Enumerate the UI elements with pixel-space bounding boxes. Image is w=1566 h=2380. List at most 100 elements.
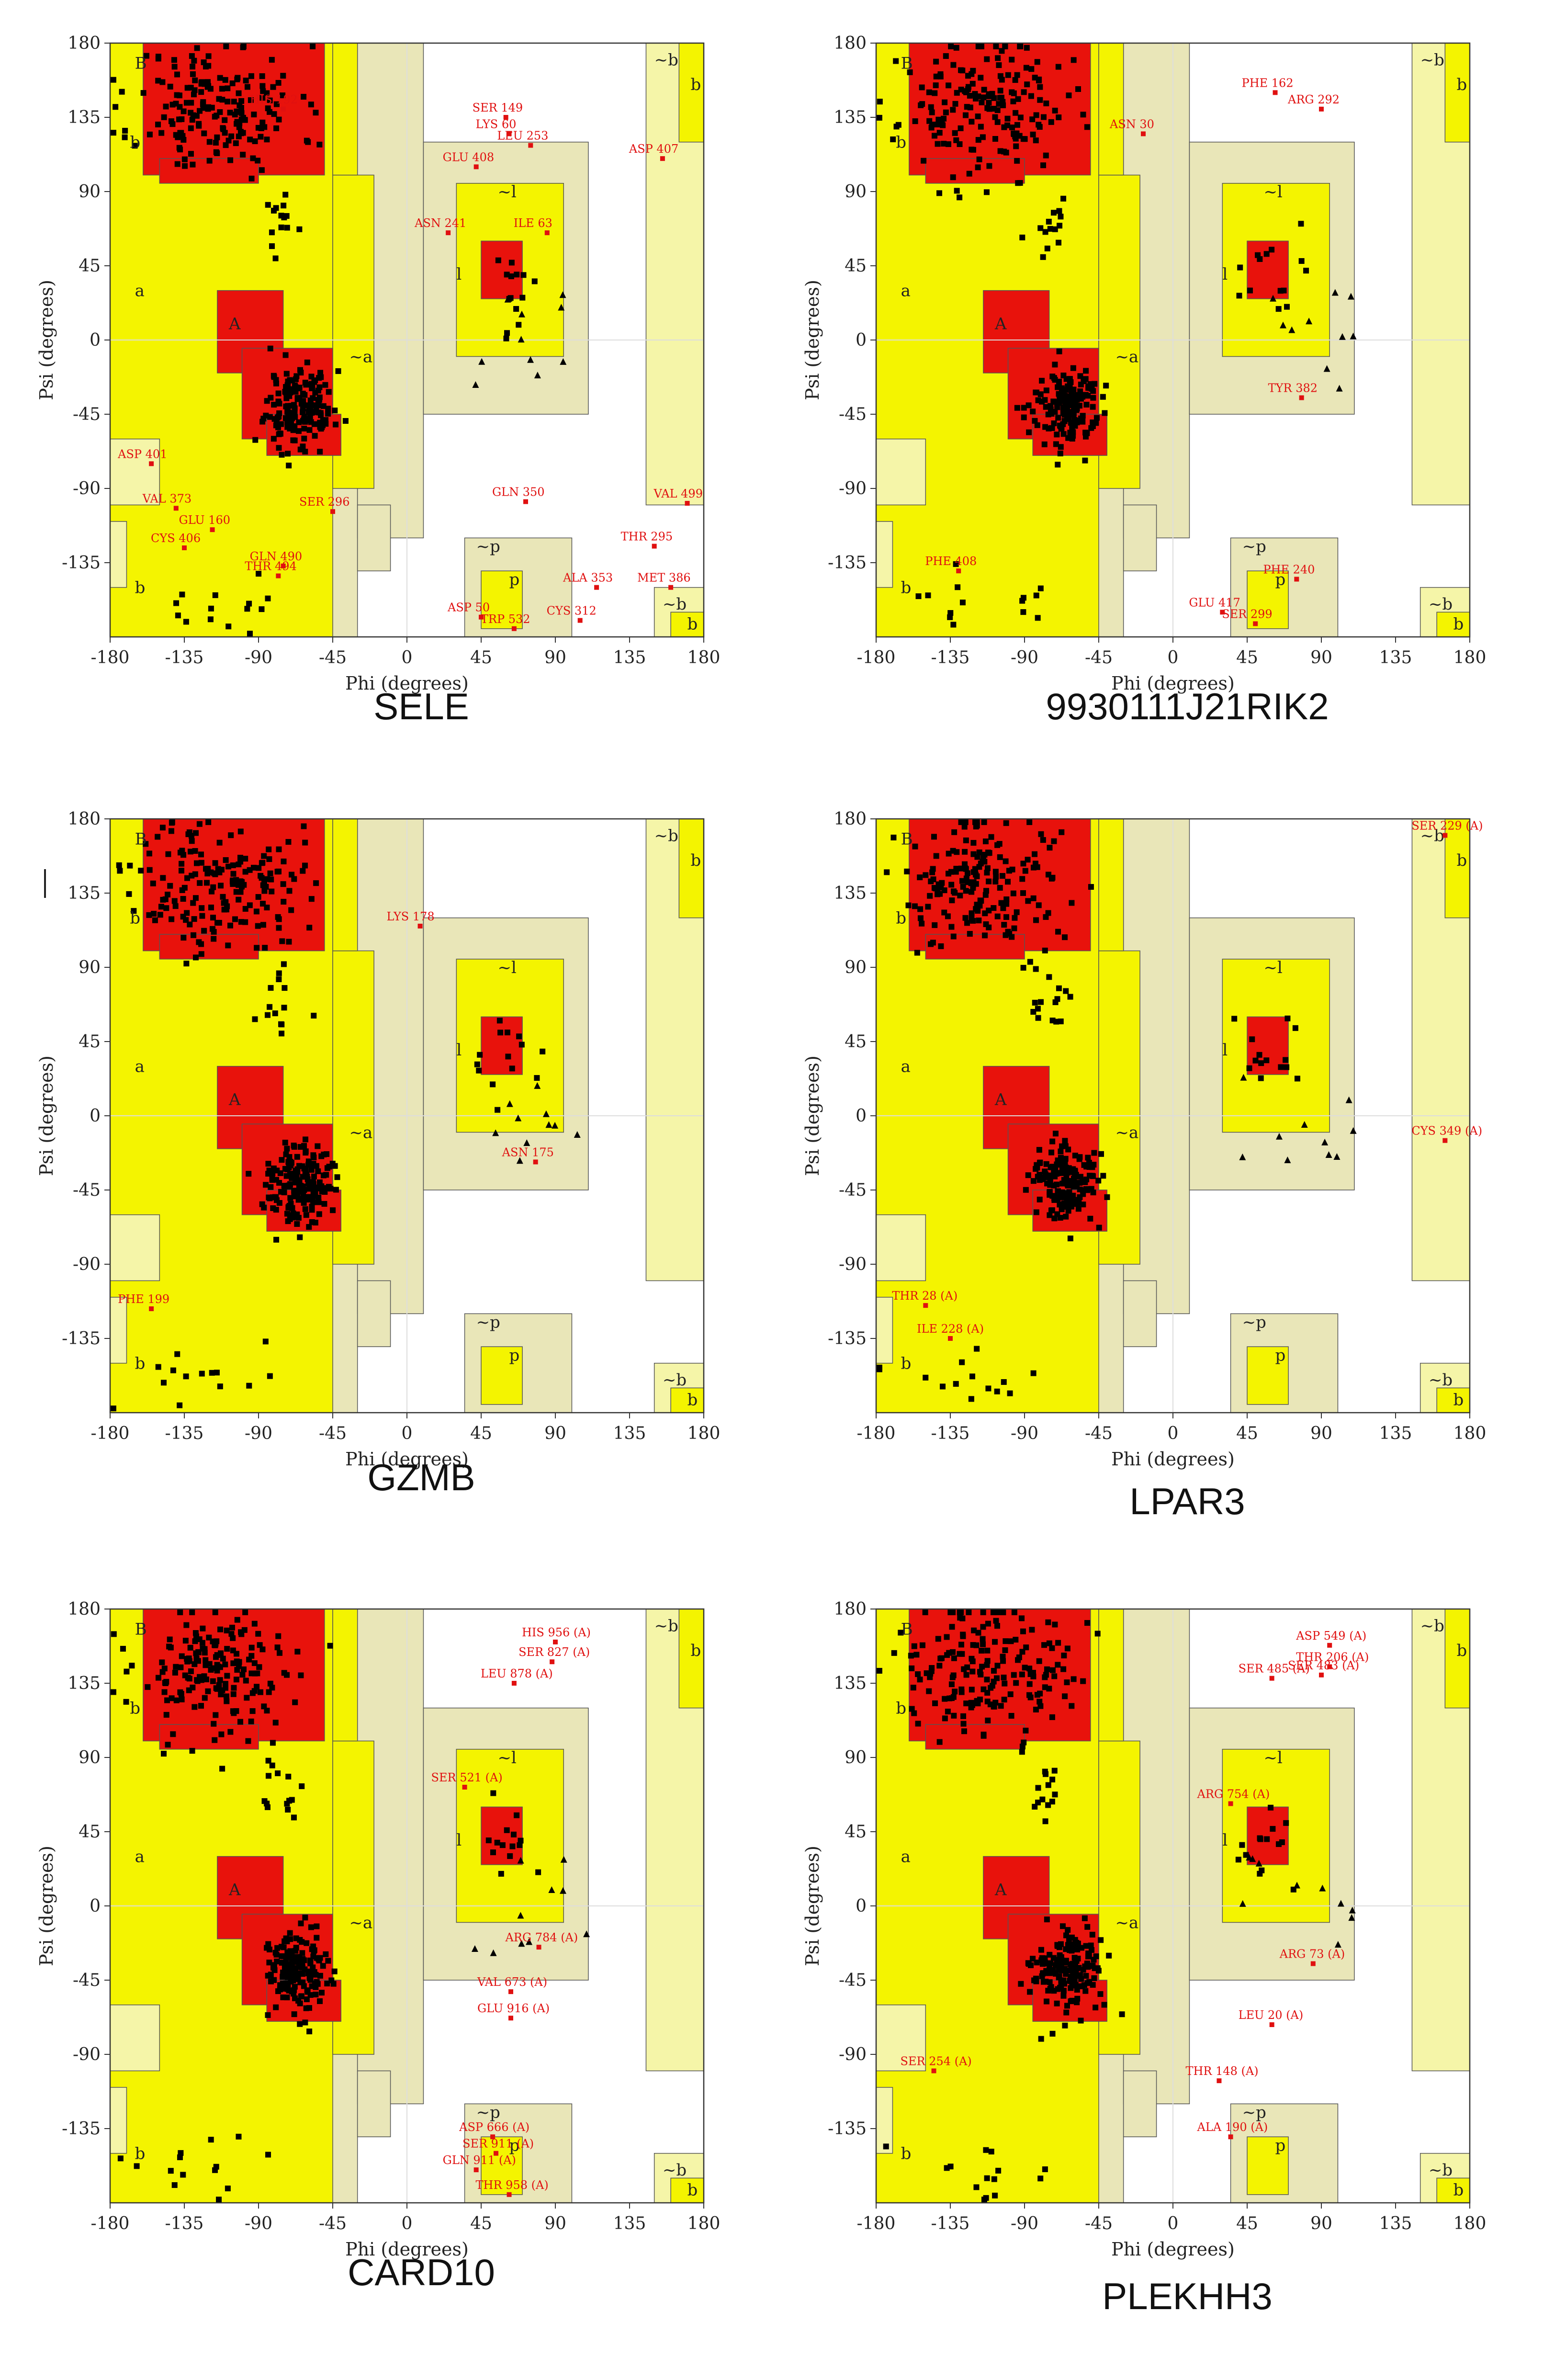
residue-point xyxy=(247,867,253,873)
residue-point xyxy=(295,428,302,434)
residue-point xyxy=(1003,914,1010,920)
residue-point xyxy=(1292,1025,1298,1031)
residue-point xyxy=(245,1738,251,1744)
residue-point xyxy=(946,871,952,877)
residue-point xyxy=(508,273,514,279)
residue-point xyxy=(309,384,315,390)
residue-point xyxy=(265,595,271,601)
residue-point xyxy=(1084,124,1090,130)
residue-point xyxy=(975,113,981,120)
residue-point xyxy=(266,1689,272,1695)
residue-point xyxy=(953,137,959,143)
residue-point xyxy=(218,1731,225,1737)
residue-point xyxy=(223,857,229,863)
generous-region xyxy=(876,438,926,506)
residue-point xyxy=(1089,1164,1095,1170)
region-label: b xyxy=(1456,75,1467,94)
residue-point xyxy=(1055,1662,1061,1668)
outlier-point xyxy=(1269,1676,1274,1681)
glycine-point xyxy=(558,304,565,311)
residue-point xyxy=(1013,1637,1019,1643)
residue-point xyxy=(1034,422,1040,428)
residue-point xyxy=(1025,1172,1031,1179)
residue-point xyxy=(237,120,243,126)
residue-point xyxy=(160,896,166,903)
residue-point xyxy=(217,75,223,81)
residue-point xyxy=(984,56,990,62)
residue-point xyxy=(183,100,190,106)
residue-point xyxy=(1101,2002,1107,2008)
residue-point xyxy=(1069,1998,1075,2004)
y-tick-label: 45 xyxy=(845,1032,867,1052)
glycine-point xyxy=(1350,332,1357,340)
residue-point xyxy=(1075,86,1081,92)
x-tick-label: 0 xyxy=(402,648,413,668)
residue-point xyxy=(1257,1835,1263,1841)
residue-point xyxy=(305,409,312,415)
residue-point xyxy=(232,916,238,922)
outlier-point xyxy=(276,573,281,578)
y-tick-label: 90 xyxy=(845,1748,867,1768)
residue-point xyxy=(1047,226,1053,232)
residue-point xyxy=(222,130,228,136)
residue-point xyxy=(1004,122,1011,128)
residue-point xyxy=(177,130,183,136)
residue-point xyxy=(313,880,319,886)
residue-point xyxy=(984,870,990,876)
residue-point xyxy=(1065,1146,1071,1153)
residue-point xyxy=(312,377,318,384)
outlier-point xyxy=(533,1159,538,1165)
allowed-region xyxy=(481,570,523,629)
residue-point xyxy=(1049,1667,1056,1673)
residue-point xyxy=(1100,1173,1106,1179)
residue-point xyxy=(964,104,970,110)
residue-point xyxy=(991,1667,997,1674)
residue-point xyxy=(1082,433,1089,440)
residue-point xyxy=(980,134,986,140)
residue-point xyxy=(1042,1818,1048,1825)
residue-point xyxy=(1069,1703,1075,1709)
residue-point xyxy=(182,163,188,169)
outlier-point xyxy=(149,461,154,466)
residue-point xyxy=(1051,838,1057,844)
outlier-label: ARG 754 (A) xyxy=(1197,1787,1270,1801)
residue-point xyxy=(1080,1678,1086,1684)
residue-point xyxy=(948,1695,955,1701)
outlier-label: ASP 50 xyxy=(447,601,490,614)
outlier-label: TYR 382 xyxy=(1268,382,1318,395)
outlier-point xyxy=(511,1681,517,1686)
residue-point xyxy=(190,1684,196,1690)
residue-point xyxy=(973,819,980,825)
x-tick-label: -135 xyxy=(165,648,204,668)
residue-point xyxy=(970,851,977,857)
glycine-point xyxy=(1284,1156,1291,1164)
residue-point xyxy=(1237,264,1243,271)
residue-point xyxy=(194,45,200,51)
residue-point xyxy=(240,1666,247,1672)
residue-point xyxy=(1052,107,1058,113)
residue-point xyxy=(280,1974,286,1980)
residue-point xyxy=(935,121,941,127)
residue-point xyxy=(982,932,988,939)
residue-point xyxy=(315,1199,322,1205)
residue-point xyxy=(1284,1064,1290,1070)
residue-point xyxy=(270,1977,277,1983)
residue-point xyxy=(1027,1671,1034,1677)
core-region xyxy=(143,43,325,176)
outlier-label: ALA 190 (A) xyxy=(1197,2120,1268,2134)
residue-point xyxy=(327,1643,333,1649)
outlier-label: SER 827 (A) xyxy=(518,1645,590,1659)
residue-point xyxy=(197,880,203,886)
residue-point xyxy=(959,1359,965,1365)
residue-point xyxy=(270,1205,276,1211)
region-label: l xyxy=(1222,265,1228,284)
residue-point xyxy=(198,1703,204,1709)
residue-point xyxy=(509,1065,515,1072)
glycine-point xyxy=(1349,1906,1356,1914)
residue-point xyxy=(876,1366,882,1372)
residue-point xyxy=(227,922,233,929)
residue-point xyxy=(976,918,982,924)
residue-point xyxy=(1088,1942,1094,1949)
residue-point xyxy=(505,1054,511,1060)
residue-point xyxy=(1055,1188,1061,1194)
